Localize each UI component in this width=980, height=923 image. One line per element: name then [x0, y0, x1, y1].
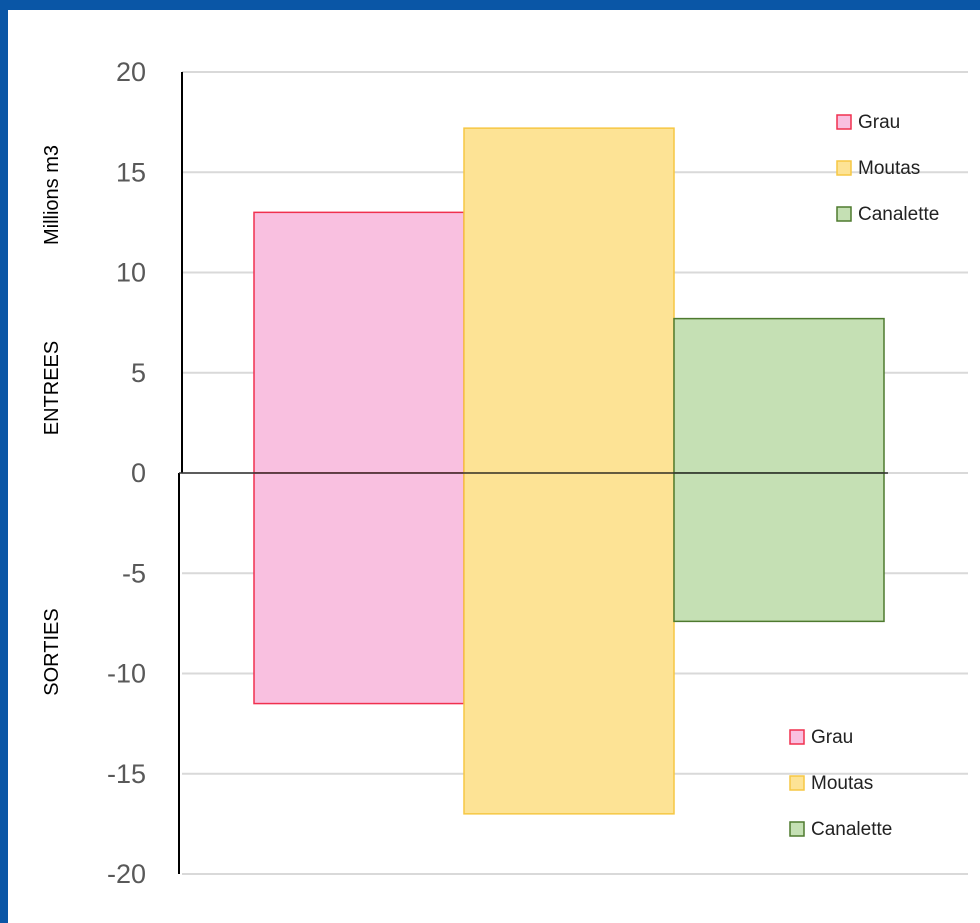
legend-label-moutas: Moutas: [811, 773, 873, 794]
legend-label-grau: Grau: [858, 112, 900, 133]
legend-entrees: Grau Moutas Canalette: [836, 112, 939, 225]
legend-label-grau: Grau: [811, 727, 853, 748]
y-tick-label: 0: [131, 458, 146, 488]
legend-label-canalette: Canalette: [811, 819, 892, 840]
bar-sorties-moutas: [463, 472, 675, 815]
bar-entrees-canalette: [673, 317, 885, 474]
legend-swatch-canalette: [836, 206, 852, 222]
y-tick-label: -10: [107, 659, 146, 689]
legend-label-canalette: Canalette: [858, 204, 939, 225]
y-tick-labels: 20 15 10 5 0 -5 -10 -15 -20: [107, 57, 146, 889]
chart-frame: 20 15 10 5 0 -5 -10 -15 -20 Millions m3 ENTREES …: [8, 10, 980, 923]
y-tick-label: 5: [131, 358, 146, 388]
y-tick-label: 10: [116, 258, 146, 288]
y-tick-label: -20: [107, 859, 146, 889]
axes: [178, 72, 888, 874]
legend-swatch-canalette: [789, 821, 805, 837]
legend-swatch-moutas: [789, 775, 805, 791]
legend-label-moutas: Moutas: [858, 158, 920, 179]
legend-swatch-grau: [789, 729, 805, 745]
y-tick-label: 15: [116, 157, 146, 187]
legend-sorties: Grau Moutas Canalette: [789, 727, 892, 840]
legend-swatch-grau: [836, 114, 852, 130]
y-tick-label: -5: [122, 558, 146, 588]
bar-entrees-moutas: [463, 127, 675, 474]
y-tick-label: 20: [116, 57, 146, 87]
bar-sorties-grau: [253, 472, 465, 705]
bar-entrees-grau: [253, 211, 465, 474]
y-tick-label: -15: [107, 759, 146, 789]
y-axis-title-units: Millions m3: [41, 145, 63, 245]
legend-swatch-moutas: [836, 160, 852, 176]
bars: [253, 127, 885, 815]
y-axis-title-entrees: ENTREES: [41, 341, 63, 435]
bar-sorties-canalette: [673, 472, 885, 623]
y-axis-title-sorties: SORTIES: [41, 608, 63, 695]
